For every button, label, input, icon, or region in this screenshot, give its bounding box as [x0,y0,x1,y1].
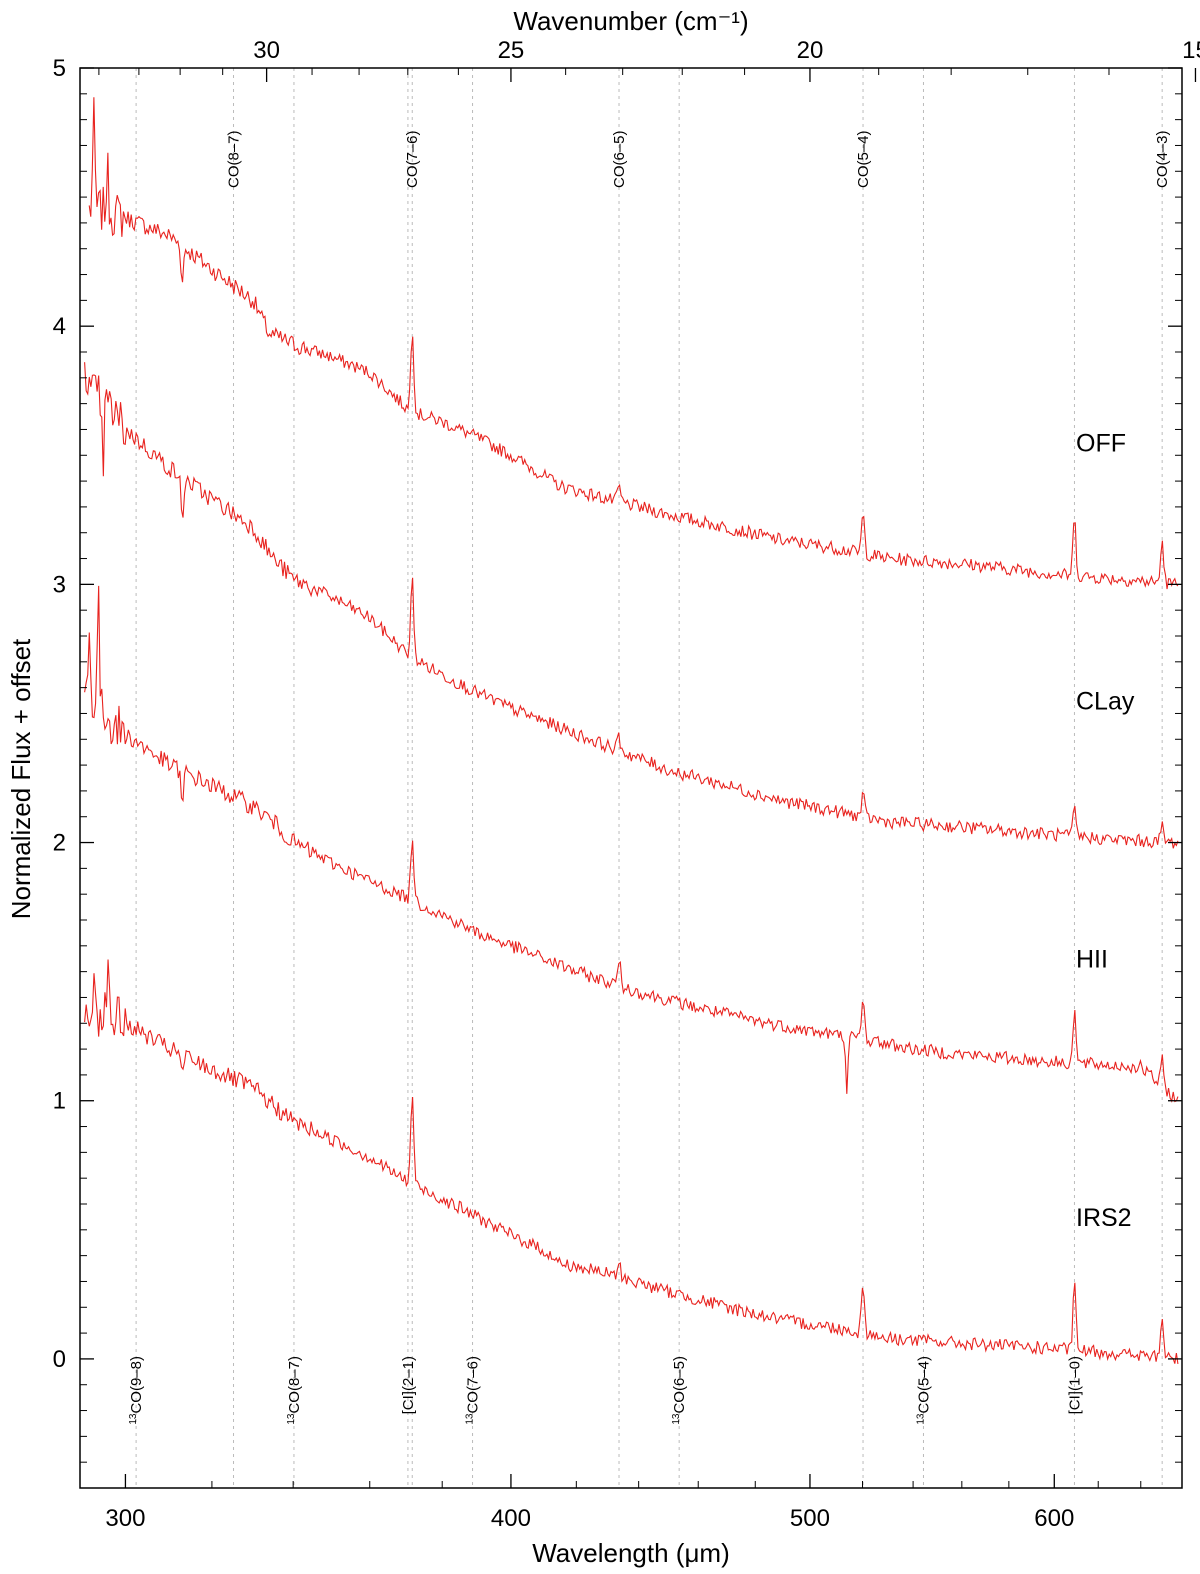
series-line [84,585,1179,1103]
series-line [88,97,1179,590]
y-tick-label: 0 [53,1346,66,1373]
upper-line-label: CO(5–4) [855,130,872,188]
y-tick-label: 2 [53,830,66,857]
lower-line-label: 13CO(8–7) [286,1356,303,1425]
x-tick-label: 500 [790,1505,830,1532]
tick-group [80,67,1197,1489]
top-tick-label: 15 [1182,37,1200,64]
upper-line-label: CO(8–7) [226,130,243,188]
lower-line-label: 13CO(7–6) [465,1356,482,1425]
x-tick-label: 600 [1034,1505,1074,1532]
line-marker-group [135,68,1163,1488]
plot-frame [79,67,1183,1489]
series-name-label: HII [1076,946,1108,974]
lower-line-label: 13CO(5–4) [915,1356,932,1425]
spectra-group [84,97,1179,1364]
top-tick-label: 30 [253,37,280,64]
x-tick-label: 300 [105,1505,145,1532]
series-name-label: IRS2 [1076,1204,1132,1232]
upper-line-label: CO(7–6) [404,130,421,188]
y-tick-label: 3 [53,571,66,598]
x-tick-label: 400 [491,1505,531,1532]
lower-line-label: 13CO(9–8) [128,1356,145,1425]
series-line [84,959,1179,1364]
lower-line-label: 13CO(6–5) [671,1356,688,1425]
y-tick-label: 5 [53,55,66,82]
series-name-label: CLay [1076,688,1135,716]
lower-line-label: [CI](1–0) [1066,1356,1083,1414]
upper-line-label: CO(4–3) [1154,130,1171,188]
y-tick-label: 4 [53,313,66,340]
top-tick-label: 20 [797,37,824,64]
top-tick-label: 25 [498,37,525,64]
series-line [84,362,1179,849]
top-axis-title: Wavenumber (cm⁻¹) [513,6,748,36]
y-tick-label: 1 [53,1088,66,1115]
x-axis-title: Wavelength (μm) [532,1538,730,1568]
y-axis-title: Normalized Flux + offset [6,638,36,919]
upper-line-label: CO(6–5) [611,130,628,188]
label-group: 0 1 2 3 4 5 300 400 500 600 30 25 20 15 CO(8–7) CO(7–6)… [53,37,1200,1532]
lower-line-label: [CI](2–1) [400,1356,417,1414]
series-name-label: OFF [1076,429,1126,457]
